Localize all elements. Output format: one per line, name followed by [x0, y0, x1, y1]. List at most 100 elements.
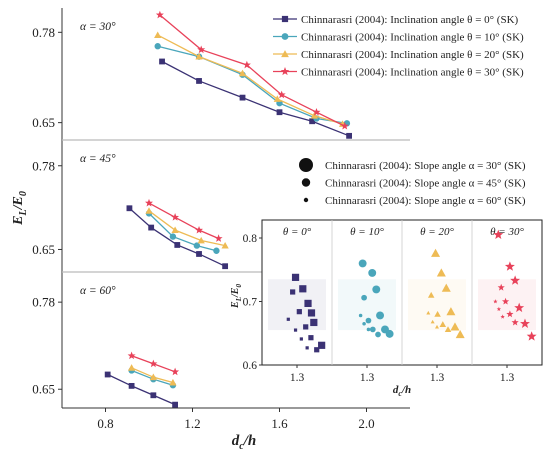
- inset-point-theta-10: [385, 329, 394, 338]
- inset-point-theta-0: [308, 335, 314, 341]
- panel-label: α = 45°: [80, 153, 116, 165]
- data-point-theta-0: [126, 205, 133, 212]
- legend-marker-slope-large: [299, 158, 313, 172]
- y-tick-label: 0.65: [32, 382, 55, 397]
- series-line-theta-30: [148, 202, 219, 240]
- data-point-theta-30: [171, 213, 180, 221]
- inset-point-theta-20: [435, 324, 439, 329]
- legend-marker-theta-20: [281, 50, 289, 58]
- data-point-theta-20: [238, 69, 247, 77]
- inset-point-theta-20: [434, 310, 441, 317]
- inset-point-theta-20: [455, 330, 465, 339]
- y-axis-label: EL/E0: [11, 191, 29, 226]
- legend-slope: Chinnarasri (2004): Slope angle α = 30° …: [299, 158, 526, 207]
- legend-inclination: Chinnarasri (2004): Inclination angle θ …: [273, 14, 524, 79]
- x-tick-label: 0.8: [97, 416, 113, 431]
- inset-point-theta-20: [431, 248, 441, 257]
- x-tick-label: 2.0: [358, 416, 374, 431]
- inset-point-theta-20: [427, 291, 435, 298]
- inset-point-theta-0: [299, 285, 307, 293]
- series-line-theta-0: [161, 60, 350, 137]
- data-point-theta-30: [312, 108, 321, 116]
- inset-column-header: θ = 0°: [283, 226, 312, 238]
- data-point-theta-20: [197, 236, 205, 244]
- y-tick-label: 0.65: [32, 115, 55, 130]
- data-point-theta-30: [242, 60, 251, 69]
- inset-point-theta-0: [307, 309, 316, 317]
- inset-point-theta-10: [375, 331, 381, 338]
- series-line-theta-10: [157, 45, 348, 124]
- inset-x-tick-label: 1.3: [430, 372, 445, 384]
- data-point-theta-20: [154, 31, 162, 38]
- data-point-theta-20: [145, 207, 153, 214]
- y-tick-label: 0.65: [32, 242, 55, 257]
- inset-column-header: θ = 10°: [350, 226, 384, 238]
- inset-point-theta-10: [369, 326, 376, 333]
- data-point-theta-20: [149, 373, 157, 381]
- inset-x-tick-label: 1.3: [500, 372, 515, 384]
- legend-marker-theta-30: [280, 67, 290, 76]
- inset-point-theta-0: [310, 318, 318, 327]
- inset-point-theta-20: [450, 322, 460, 331]
- y-tick-label: 0.78: [32, 25, 55, 40]
- inset-point-theta-0: [293, 328, 298, 332]
- data-point-theta-30: [127, 351, 136, 360]
- panel-label: α = 30°: [80, 21, 116, 33]
- data-point-theta-20: [273, 95, 281, 102]
- inset-point-theta-0: [304, 299, 312, 308]
- inset-point-theta-30: [511, 318, 519, 326]
- x-tick-label: 1.2: [184, 416, 200, 431]
- data-point-theta-10: [193, 242, 201, 249]
- inset-point-theta-10: [368, 268, 377, 277]
- data-point-theta-30: [171, 367, 180, 376]
- data-point-theta-30: [277, 90, 286, 99]
- inset-point-theta-0: [314, 347, 320, 353]
- data-point-theta-0: [104, 371, 111, 378]
- data-point-theta-10: [169, 233, 177, 240]
- legend-label-theta-20: Chinnarasri (2004): Inclination angle θ …: [301, 49, 524, 61]
- inset-point-theta-0: [305, 346, 309, 350]
- y-tick-label: 0.78: [32, 158, 55, 173]
- legend-label-theta-30: Chinnarasri (2004): Inclination angle θ …: [301, 67, 524, 79]
- inset-point-theta-10: [358, 259, 367, 268]
- inset-point-theta-30: [514, 302, 525, 313]
- data-point-theta-0: [159, 58, 165, 65]
- data-point-theta-30: [145, 198, 153, 207]
- inset-point-theta-30: [526, 331, 537, 341]
- data-point-theta-20: [195, 53, 203, 60]
- inset-x-tick-label: 1.3: [290, 372, 305, 384]
- data-point-theta-0: [196, 251, 202, 257]
- main-plot: 0.8 1.2 1.6 2.0 dc/h EL/E0 0.65 0.78 α = 30° 0.65…: [11, 8, 410, 452]
- inset-point-theta-20: [439, 321, 447, 327]
- data-point-theta-20: [171, 226, 179, 234]
- inset-point-theta-20: [436, 268, 446, 277]
- data-point-theta-0: [222, 263, 229, 270]
- inset-x-axis-label: dc/h: [393, 384, 411, 398]
- data-point-theta-0: [174, 242, 181, 248]
- data-point-theta-20: [127, 364, 136, 371]
- y-tick-label: 0.78: [32, 295, 55, 310]
- data-point-theta-0: [346, 132, 352, 139]
- data-point-theta-20: [221, 241, 229, 249]
- inset-band: [478, 279, 536, 331]
- data-point-theta-10: [154, 43, 161, 50]
- data-point-theta-30: [155, 10, 164, 19]
- legend-label-slope-small: Chinnarasri (2004): Slope angle α = 60° …: [325, 195, 526, 207]
- data-point-theta-0: [128, 382, 135, 389]
- inset-point-theta-20: [430, 319, 435, 324]
- x-axis-label: dc/h: [232, 433, 256, 452]
- inset-point-theta-30: [501, 297, 510, 305]
- inset-point-theta-30: [506, 310, 514, 318]
- inset-point-theta-0: [299, 337, 303, 341]
- data-point-theta-0: [172, 401, 178, 408]
- inset-point-theta-10: [365, 317, 372, 324]
- data-point-theta-0: [239, 94, 246, 101]
- inset-point-theta-30: [493, 229, 504, 240]
- data-point-theta-0: [309, 118, 316, 125]
- inset-point-theta-30: [500, 314, 505, 319]
- inset-plot: θ = 0° 1.3 θ = 10° 1.3 θ = 20° 1.3 θ = 30° 1.3 0…: [230, 219, 543, 398]
- legend-marker-theta-0: [281, 15, 289, 23]
- inset-point-theta-0: [286, 317, 290, 321]
- inset-point-theta-10: [366, 327, 371, 332]
